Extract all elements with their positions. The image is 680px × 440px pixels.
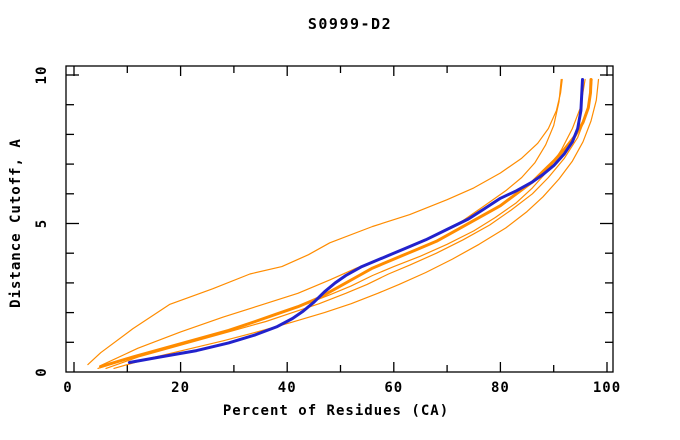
x-tick-label: 40 [278,380,297,396]
plot-title: S0999-D2 [308,15,392,33]
x-tick-label: 60 [384,380,403,396]
y-tick-label: 5 [34,219,50,228]
model-orange-thick-curve [99,78,593,369]
x-axis-title: Percent of Residues (CA) [223,403,449,419]
x-tick-label: 0 [63,380,72,396]
x-tick-label: 80 [491,380,510,396]
y-tick-label: 0 [34,367,50,376]
x-tick-label: 100 [593,380,621,396]
model-orange-thin-3-curve [97,78,586,369]
plot-frame [65,65,614,373]
model-blue-thick-curve [127,78,584,364]
model-orange-thin-5-curve [113,78,600,369]
y-tick-label: 10 [34,66,50,85]
axis-tick-labels: 0 20 40 60 80 100 0 5 10 [34,66,621,396]
axis-ticks [66,66,613,372]
model-orange-thin-1-curve [87,78,563,366]
x-tick-label: 20 [171,380,190,396]
model-curves [87,78,600,369]
model-orange-thin-4-curve [105,78,593,369]
y-axis-title: Distance Cutoff, A [8,138,24,308]
